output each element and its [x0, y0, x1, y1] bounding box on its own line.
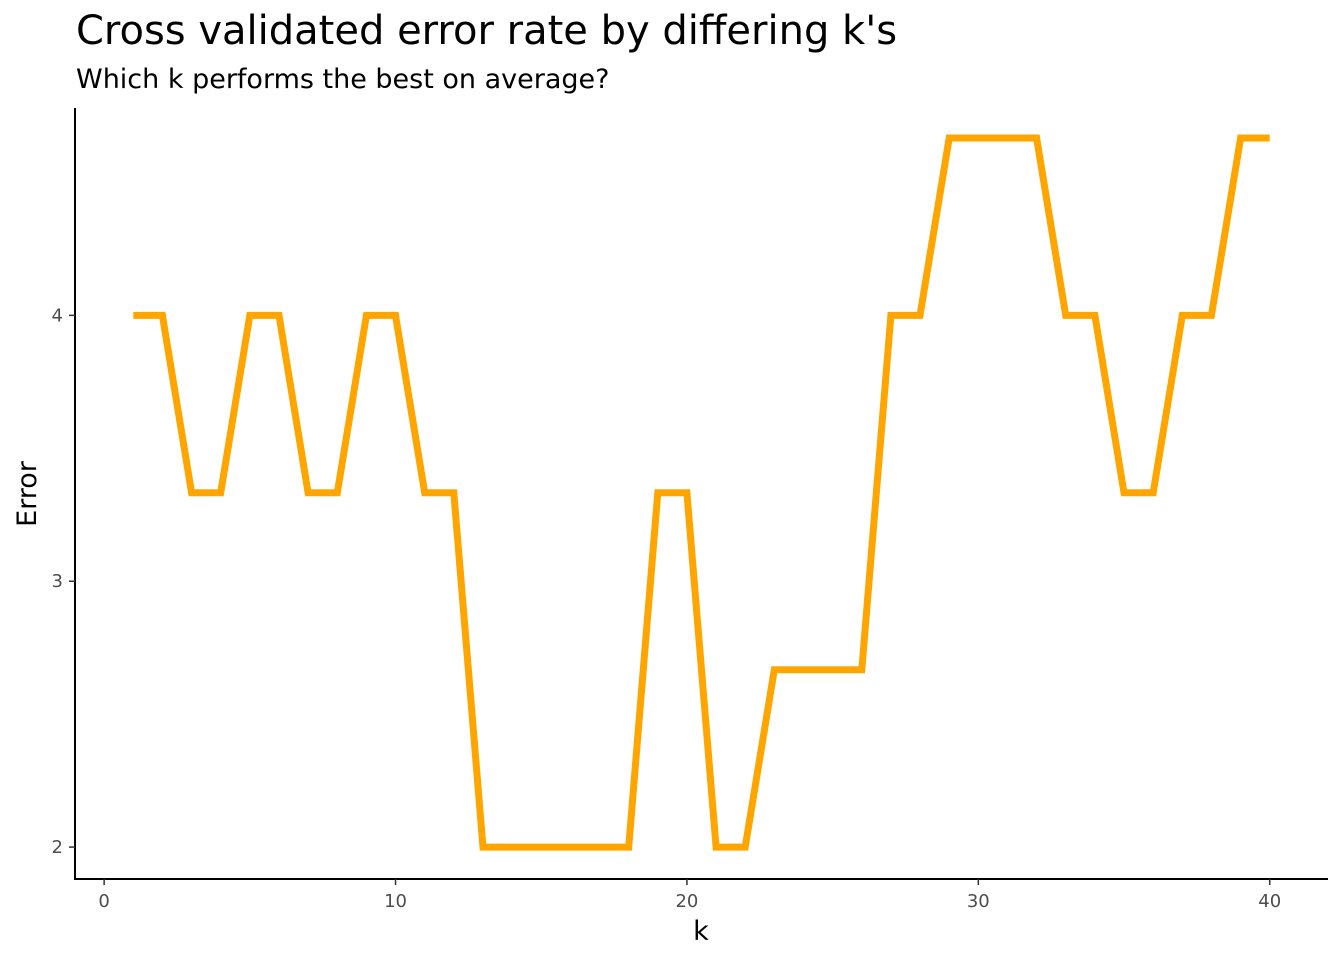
plot-area	[133, 134, 1270, 851]
series-line-0	[133, 134, 1270, 851]
y-tick-label: 3	[52, 571, 63, 592]
y-tick-label: 4	[52, 305, 63, 326]
x-tick-label: 30	[967, 891, 990, 912]
x-tick-label: 0	[98, 891, 109, 912]
x-axis-ticks: 0 10 20 30 40	[98, 879, 1281, 912]
x-tick-label: 40	[1258, 891, 1281, 912]
y-axis-title: Error	[12, 460, 43, 527]
y-axis-ticks: 2 3 4	[52, 305, 75, 858]
chart-title: Cross validated error rate by differing …	[76, 8, 897, 54]
chart-subtitle: Which k performs the best on average?	[76, 64, 609, 95]
x-tick-label: 20	[675, 891, 698, 912]
x-tick-label: 10	[384, 891, 407, 912]
y-tick-label: 2	[52, 837, 63, 858]
x-axis-title: k	[693, 916, 709, 947]
